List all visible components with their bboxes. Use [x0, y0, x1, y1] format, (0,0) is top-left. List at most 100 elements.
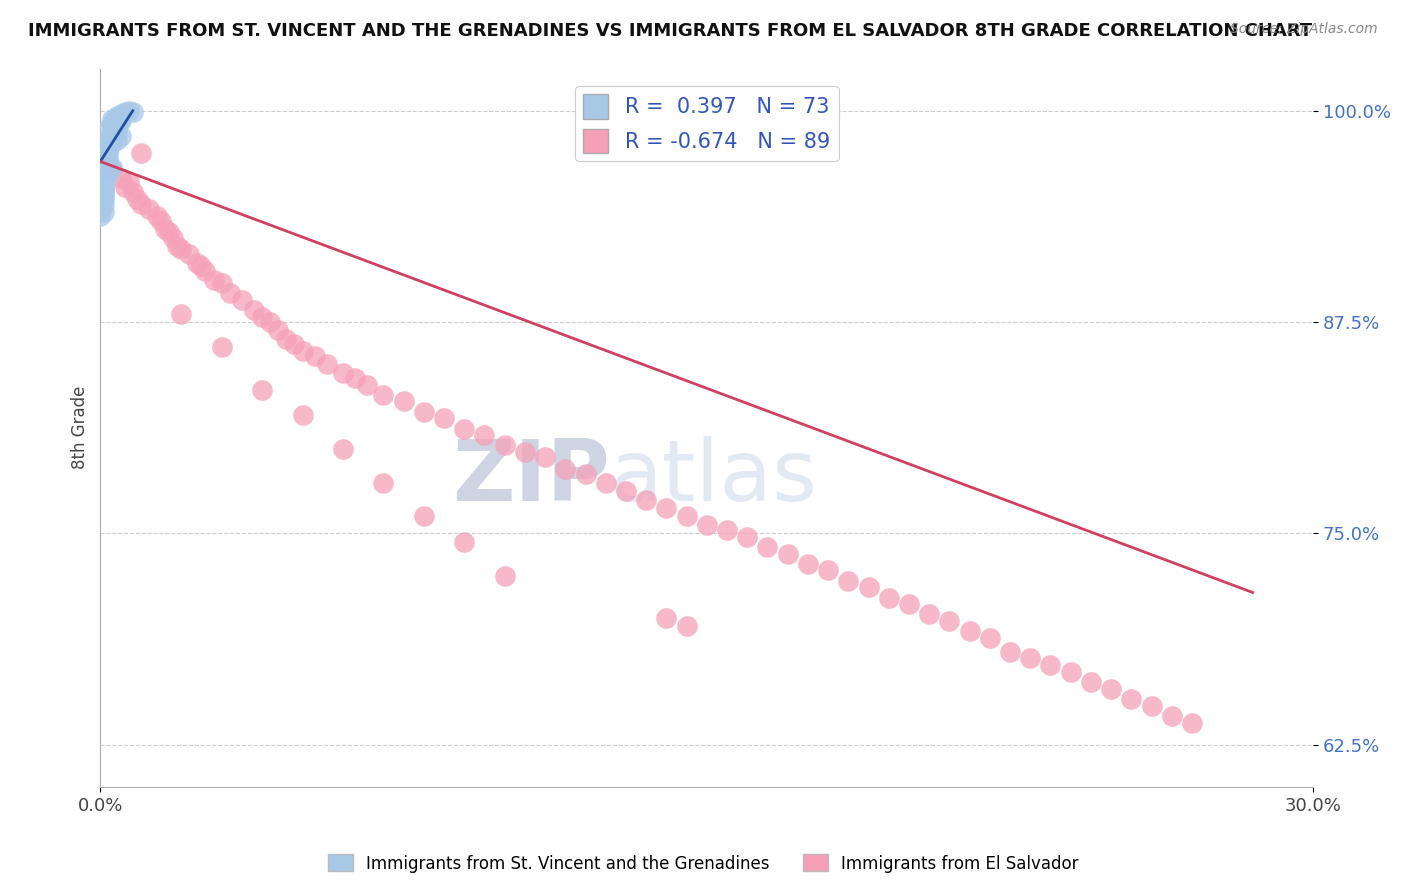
Point [918, 607, 941, 622]
Point [166, 239, 188, 253]
Point [202, 273, 225, 287]
Point [114, 105, 136, 120]
Point [412, 404, 434, 418]
Point [110, 171, 132, 186]
Point [110, 107, 132, 121]
Point [655, 611, 678, 625]
Point [89, 149, 111, 163]
Point [89, 166, 111, 180]
Point [453, 421, 475, 435]
Point [101, 117, 124, 131]
Point [97, 139, 120, 153]
Point [93, 154, 115, 169]
Point [101, 122, 124, 136]
Point [121, 105, 143, 120]
Point [93, 192, 115, 206]
Point [93, 181, 115, 195]
Point [276, 332, 298, 346]
Point [101, 115, 124, 129]
Point [118, 175, 141, 189]
Point [93, 181, 115, 195]
Point [636, 492, 658, 507]
Point [93, 168, 115, 182]
Point [494, 438, 516, 452]
Point [97, 137, 120, 152]
Text: IMMIGRANTS FROM ST. VINCENT AND THE GRENADINES VS IMMIGRANTS FROM EL SALVADOR 8T: IMMIGRANTS FROM ST. VINCENT AND THE GREN… [28, 22, 1312, 40]
Point [373, 388, 395, 402]
Point [291, 408, 314, 422]
Point [756, 540, 779, 554]
Point [146, 209, 169, 223]
Point [283, 337, 305, 351]
Point [150, 213, 173, 227]
Point [101, 126, 124, 140]
Point [97, 141, 120, 155]
Point [170, 243, 193, 257]
Point [93, 146, 115, 161]
Point [93, 205, 115, 219]
Point [534, 450, 557, 465]
Point [190, 260, 212, 274]
Point [105, 115, 128, 129]
Point [1140, 698, 1163, 713]
Point [125, 192, 148, 206]
Point [93, 153, 115, 167]
Point [211, 276, 233, 290]
Point [1080, 675, 1102, 690]
Point [392, 394, 415, 409]
Point [101, 136, 124, 150]
Point [101, 163, 124, 178]
Point [93, 175, 115, 189]
Text: atlas: atlas [610, 436, 818, 519]
Point [89, 171, 111, 186]
Point [89, 178, 111, 193]
Point [93, 149, 115, 163]
Point [97, 132, 120, 146]
Point [101, 160, 124, 174]
Point [897, 597, 920, 611]
Point [110, 129, 132, 144]
Point [170, 307, 193, 321]
Point [93, 153, 115, 167]
Point [412, 509, 434, 524]
Point [93, 178, 115, 193]
Point [554, 462, 576, 476]
Point [1019, 651, 1042, 665]
Point [735, 530, 758, 544]
Text: ZIP: ZIP [453, 436, 610, 519]
Point [89, 209, 111, 223]
Point [1099, 681, 1122, 696]
Point [93, 188, 115, 202]
Point [97, 143, 120, 157]
Point [433, 411, 456, 425]
Text: Source: ZipAtlas.com: Source: ZipAtlas.com [1230, 22, 1378, 37]
Point [373, 475, 395, 490]
Point [89, 161, 111, 176]
Point [304, 349, 326, 363]
Point [179, 247, 201, 261]
Legend: R =  0.397   N = 73, R = -0.674   N = 89: R = 0.397 N = 73, R = -0.674 N = 89 [575, 87, 838, 161]
Point [837, 574, 859, 588]
Point [453, 534, 475, 549]
Point [97, 158, 120, 172]
Point [817, 564, 839, 578]
Point [110, 111, 132, 125]
Point [474, 428, 496, 442]
Point [797, 557, 820, 571]
Point [101, 134, 124, 148]
Point [93, 171, 115, 186]
Point [595, 475, 617, 490]
Point [998, 645, 1021, 659]
Point [89, 185, 111, 199]
Point [231, 293, 253, 307]
Point [105, 112, 128, 127]
Point [877, 591, 900, 605]
Point [153, 222, 176, 236]
Point [494, 568, 516, 582]
Point [101, 112, 124, 127]
Point [675, 619, 697, 633]
Point [675, 509, 697, 524]
Point [267, 324, 290, 338]
Point [332, 442, 354, 456]
Point [93, 163, 115, 178]
